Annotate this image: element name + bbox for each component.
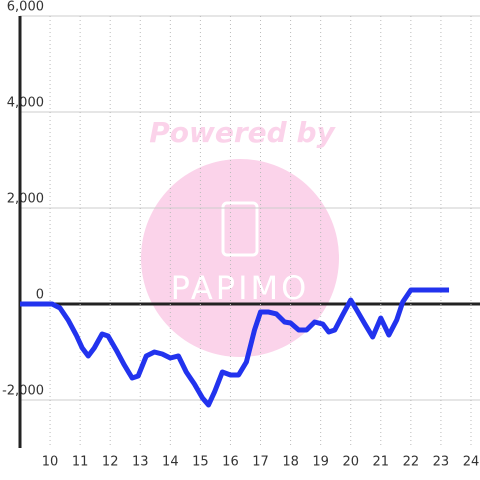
x-tick-label: 18 — [282, 455, 299, 470]
y-tick-label: 0 — [36, 288, 44, 303]
y-tick-label: 4,000 — [7, 96, 44, 111]
x-tick-label: 24 — [463, 455, 480, 470]
x-tick-label: 13 — [132, 455, 149, 470]
x-tick-label: 19 — [312, 455, 329, 470]
x-tick-label: 12 — [102, 455, 119, 470]
x-tick-label: 14 — [162, 455, 179, 470]
x-tick-label: 21 — [373, 455, 390, 470]
plot: -2,000 0 2,000 4,000 6,000 10 11 12 13 14 15 16 17 18… — [2, 0, 480, 470]
x-tick-label: 20 — [342, 455, 359, 470]
x-tick-label: 23 — [433, 455, 450, 470]
y-tick-label: 6,000 — [7, 0, 44, 15]
x-tick-label: 17 — [252, 455, 269, 470]
x-tick-label: 10 — [42, 455, 59, 470]
watermark-logo: PAPIMO — [171, 269, 310, 307]
data-line — [20, 287, 450, 408]
y-tick-label: -2,000 — [2, 384, 44, 399]
y-tick-label: 2,000 — [7, 192, 44, 207]
watermark-title: Powered by — [149, 116, 336, 149]
x-tick-label: 22 — [403, 455, 420, 470]
x-tick-label: 11 — [72, 455, 89, 470]
x-tick-label: 16 — [222, 455, 239, 470]
watermark-icon — [221, 201, 259, 257]
x-tick-label: 15 — [192, 455, 209, 470]
